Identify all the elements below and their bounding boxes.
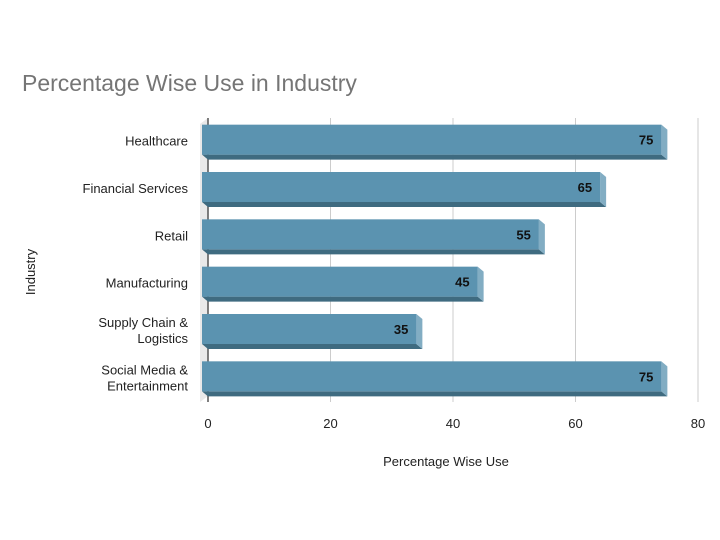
bar-end-face: [661, 361, 668, 397]
x-tick-label: 40: [446, 416, 460, 431]
bar: [202, 361, 662, 392]
bar: [202, 266, 478, 297]
bar: [202, 172, 601, 202]
y-category-label: Healthcare: [125, 134, 188, 149]
bar-bottom-face: [202, 202, 607, 207]
bar-end-face: [661, 124, 668, 160]
data-label: 75: [639, 369, 653, 384]
x-tick-label: 60: [568, 416, 582, 431]
y-category-label: Financial Services: [83, 181, 189, 196]
grid-layer: [200, 118, 699, 402]
bar-bottom-face: [202, 391, 668, 397]
x-tick-label: 20: [323, 416, 337, 431]
bar-end-face: [538, 219, 545, 255]
y-axis-title: Industry: [23, 248, 38, 295]
data-label: 45: [455, 275, 469, 290]
bar-end-face: [600, 172, 607, 207]
bar: [202, 314, 417, 344]
data-label: 55: [516, 227, 530, 242]
data-label: 65: [578, 180, 592, 195]
bar: [202, 124, 662, 155]
chart-title: Percentage Wise Use in Industry: [22, 70, 357, 96]
y-category-label: Supply Chain & Logistics: [98, 315, 188, 346]
x-axis-title: Percentage Wise Use: [383, 454, 509, 469]
bar-bottom-face: [202, 154, 668, 160]
data-label: 35: [394, 322, 408, 337]
y-category-label: Social Media & Entertainment: [101, 362, 188, 393]
x-tick-label: 0: [204, 416, 211, 431]
bar-bottom-face: [202, 344, 423, 349]
bar-bottom-face: [202, 296, 484, 302]
bar-end-face: [477, 266, 484, 302]
y-category-label: Retail: [155, 228, 188, 243]
bar-bottom-face: [202, 249, 545, 255]
label-layer: 0 20 40 60 80 75 Healthcare 65 Financial Service…: [83, 133, 706, 431]
chart-side-wall: [200, 118, 208, 402]
bar-end-face: [416, 314, 423, 349]
data-label: 75: [639, 133, 653, 148]
bar-layer: [202, 124, 668, 397]
x-tick-label: 80: [691, 416, 705, 431]
bar: [202, 219, 539, 250]
y-category-label: Manufacturing: [106, 276, 188, 291]
